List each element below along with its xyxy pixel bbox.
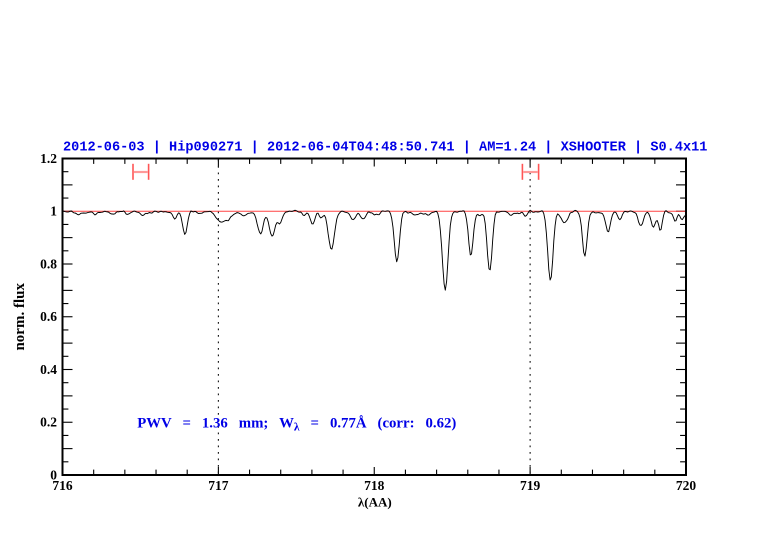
svg-text:norm. flux: norm. flux	[12, 283, 28, 351]
svg-text:1.2: 1.2	[40, 151, 57, 166]
svg-text:1: 1	[50, 204, 57, 219]
svg-text:716: 716	[52, 478, 73, 493]
svg-text:719: 719	[520, 478, 541, 493]
svg-text:0.4: 0.4	[40, 362, 57, 377]
svg-text:720: 720	[676, 478, 697, 493]
svg-text:PWV = 1.36 mm; Wλ = 0.77Å (cor: PWV = 1.36 mm; Wλ = 0.77Å (corr: 0.62)	[137, 415, 456, 433]
svg-text:0.6: 0.6	[40, 309, 57, 324]
svg-text:λ(AA): λ(AA)	[358, 495, 392, 510]
svg-text:0.8: 0.8	[40, 256, 57, 271]
svg-text:0.2: 0.2	[40, 415, 57, 430]
svg-text:0: 0	[50, 467, 57, 482]
svg-text:717: 717	[208, 478, 229, 493]
svg-text:718: 718	[364, 478, 385, 493]
svg-text:2012-06-03 | Hip090271 | 2012-: 2012-06-03 | Hip090271 | 2012-06-04T04:4…	[63, 140, 707, 155]
